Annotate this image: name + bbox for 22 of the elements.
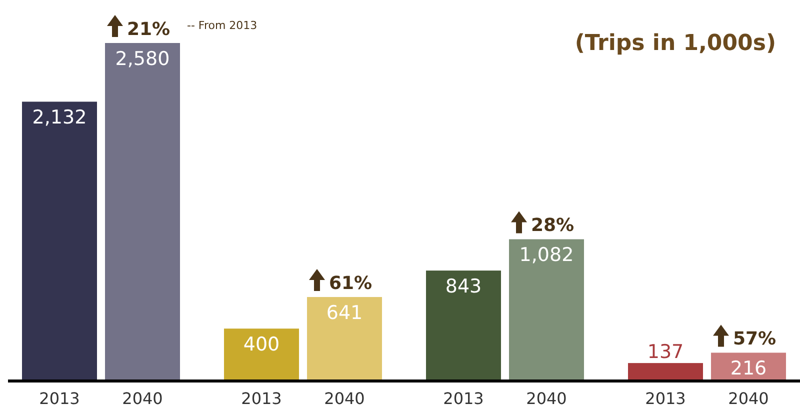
data-label: 400	[243, 334, 280, 356]
x-tick-label: 2040	[122, 389, 163, 408]
x-tick-label: 2040	[324, 389, 365, 408]
data-label: 641	[326, 302, 363, 324]
text: 21%	[127, 19, 170, 40]
x-tick-label: 2013	[241, 389, 282, 408]
x-tick-label: 2013	[645, 389, 686, 408]
data-label: 2,580	[115, 48, 170, 70]
data-label: 843	[445, 276, 482, 298]
x-tick-label: 2013	[39, 389, 80, 408]
x-tick-label: 2013	[443, 389, 484, 408]
text: -- From 2013	[187, 19, 258, 32]
data-label: 2,132	[32, 106, 87, 129]
annotation: 57%	[733, 328, 776, 350]
annotation: 61%	[329, 273, 372, 294]
annotation: 28%	[531, 215, 574, 236]
x-tick-label: 2040	[526, 389, 567, 408]
annotation: (Trips in 1,000s)	[574, 31, 776, 56]
data-label: 137	[647, 341, 684, 364]
data-label: 216	[730, 358, 767, 380]
x-tick-label: 2040	[728, 389, 769, 408]
data-label: 1,082	[519, 244, 574, 266]
